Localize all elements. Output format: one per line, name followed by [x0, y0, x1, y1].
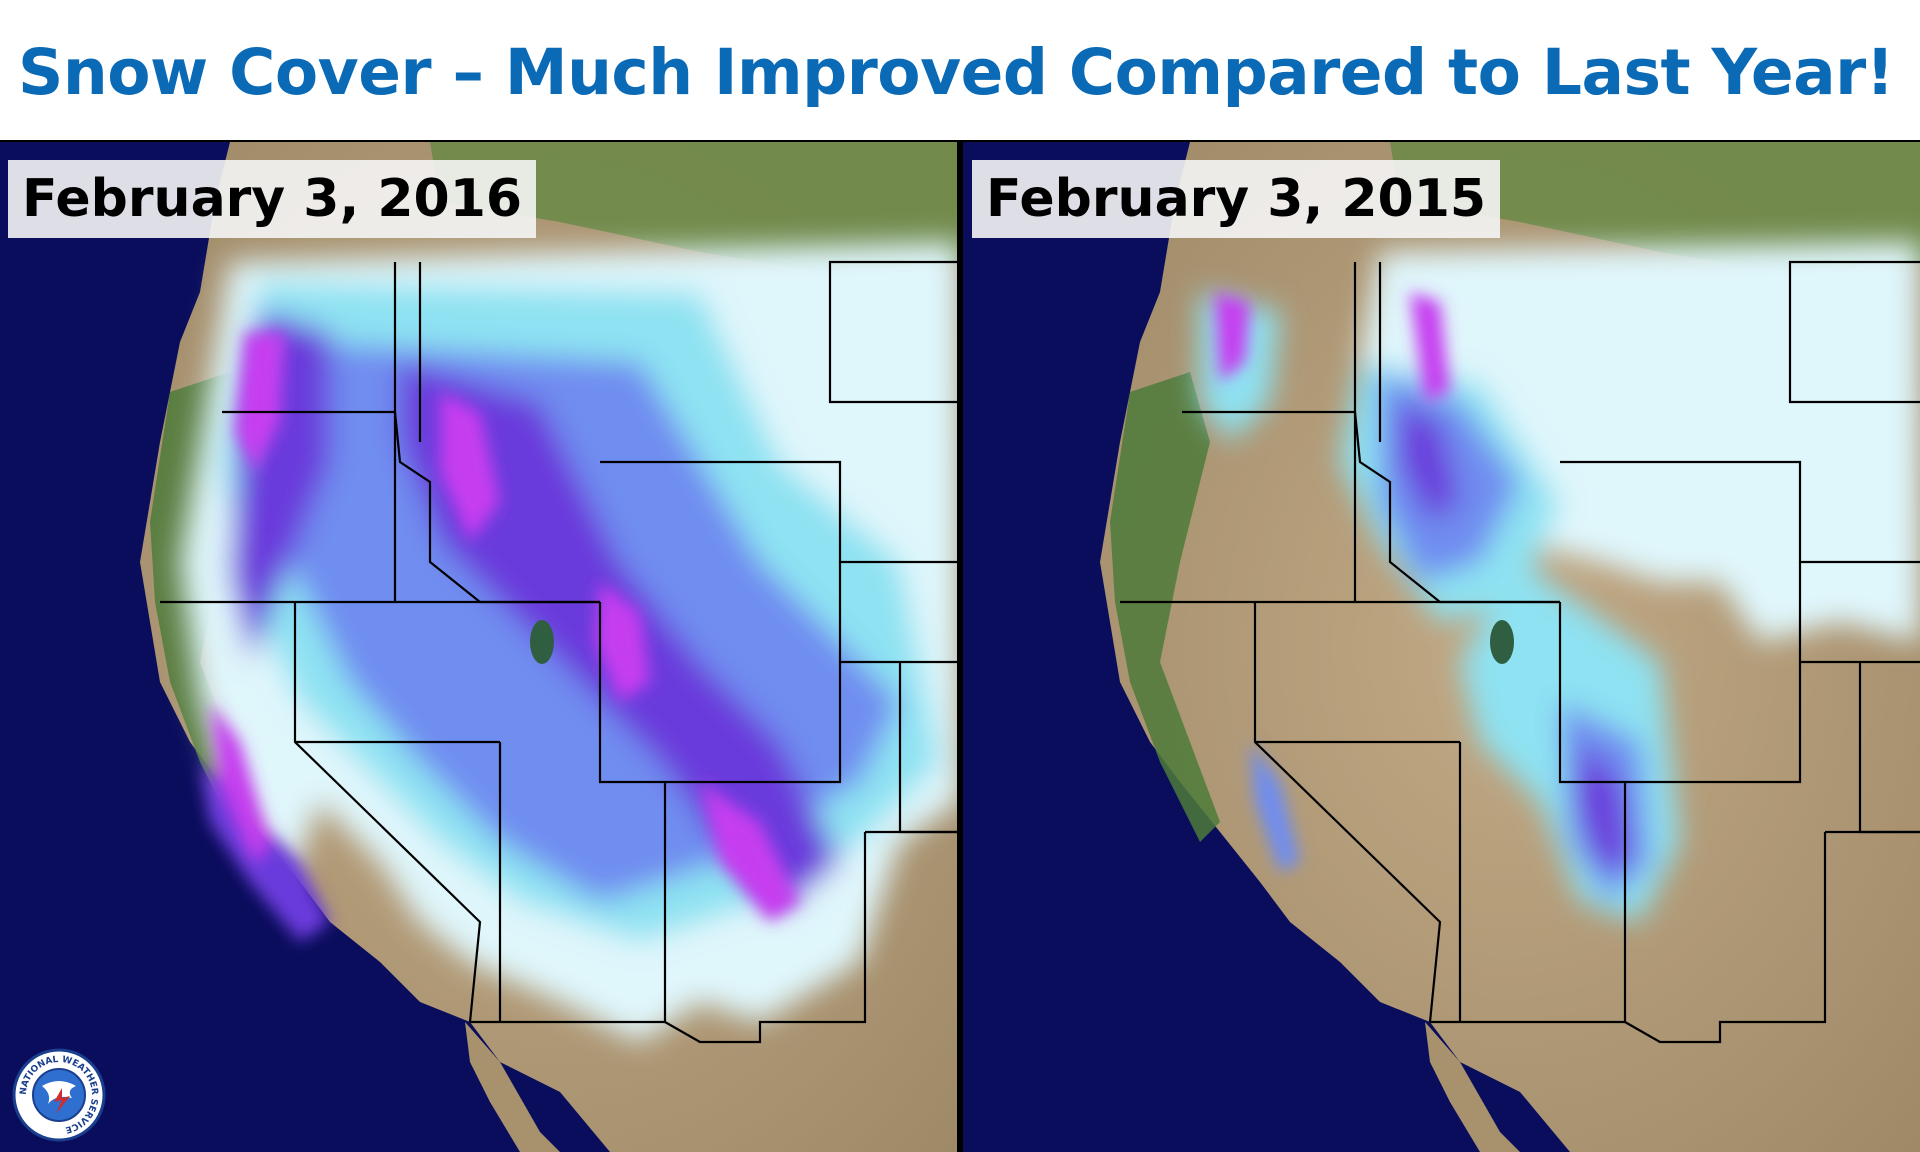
date-label-2015: February 3, 2015	[972, 160, 1501, 238]
nws-logo: NATIONAL WEATHER SERVICE	[12, 1048, 106, 1142]
snow-cover-map-2015	[960, 142, 1920, 1152]
snow-cover-map-2016	[0, 142, 960, 1152]
page-title: Snow Cover – Much Improved Compared to L…	[18, 36, 1894, 109]
map-panel-2016: February 3, 2016	[0, 142, 960, 1152]
panel-divider	[957, 142, 963, 1152]
date-label-2016: February 3, 2016	[8, 160, 537, 238]
map-panel-2015: February 3, 2015	[960, 142, 1920, 1152]
